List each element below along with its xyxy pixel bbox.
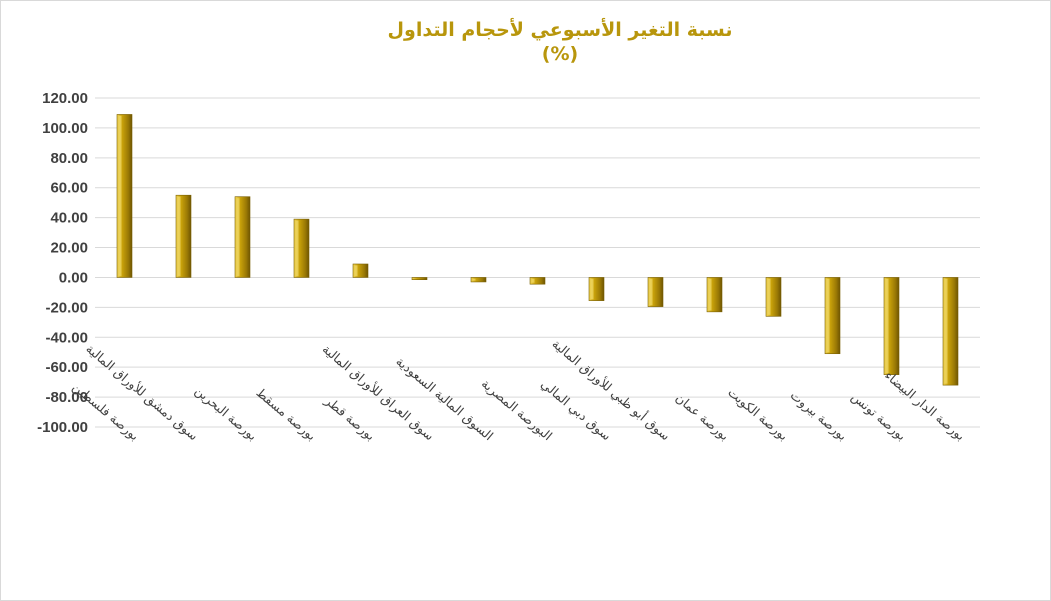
- chart-title: نسبة التغير الأسبوعي لأحجام التداول (%): [300, 18, 820, 66]
- bar-highlight: [177, 196, 181, 276]
- category-label: بورصة بيروت: [787, 387, 850, 444]
- category-label: سوق العراق للأوراق المالية: [319, 341, 437, 444]
- category-label: بورصة البحرين: [191, 383, 260, 444]
- y-tick-label: -100.00: [37, 419, 88, 436]
- category-label: بورصة مسقط: [253, 385, 319, 444]
- chart-title-text: نسبة التغير الأسبوعي لأحجام التداول: [387, 19, 733, 41]
- bar-highlight: [354, 265, 358, 276]
- category-label: سوق أبو ظبي للأوراق المالية: [549, 335, 674, 444]
- y-tick-label: 20.00: [50, 240, 88, 257]
- bar-highlight: [118, 115, 122, 276]
- bar-highlight: [826, 278, 830, 353]
- y-tick-label: 0.00: [59, 269, 88, 286]
- bar-highlight: [885, 278, 889, 374]
- bar: [411, 277, 428, 280]
- bar-highlight: [767, 278, 771, 315]
- y-tick-label: -60.00: [45, 359, 88, 376]
- chart-subtitle-text: (%): [541, 43, 579, 65]
- y-tick-label: -20.00: [45, 299, 88, 316]
- category-label: سوق دمشق للأوراق المالية: [83, 341, 202, 444]
- bar: [529, 277, 546, 285]
- bar: [470, 277, 487, 283]
- y-tick-label: 60.00: [50, 180, 88, 197]
- category-label: بورصة عمان: [672, 390, 732, 444]
- bar-highlight: [708, 278, 712, 311]
- y-tick-label: 40.00: [50, 210, 88, 227]
- bar-highlight: [295, 220, 299, 276]
- y-tick-label: -40.00: [45, 329, 88, 346]
- y-tick-label: 100.00: [42, 120, 88, 137]
- bar-highlight: [531, 278, 535, 283]
- bar-highlight: [944, 278, 948, 384]
- bar-highlight: [472, 278, 476, 281]
- y-tick-label: 80.00: [50, 150, 88, 167]
- category-label: بورصة قطر: [321, 392, 378, 444]
- bar-highlight: [649, 278, 653, 306]
- bar-highlight: [236, 198, 240, 276]
- y-tick-label: -80.00: [45, 389, 88, 406]
- category-label: بورصة الكويت: [724, 384, 791, 444]
- bar-highlight: [590, 278, 594, 300]
- y-tick-label: 120.00: [42, 90, 88, 107]
